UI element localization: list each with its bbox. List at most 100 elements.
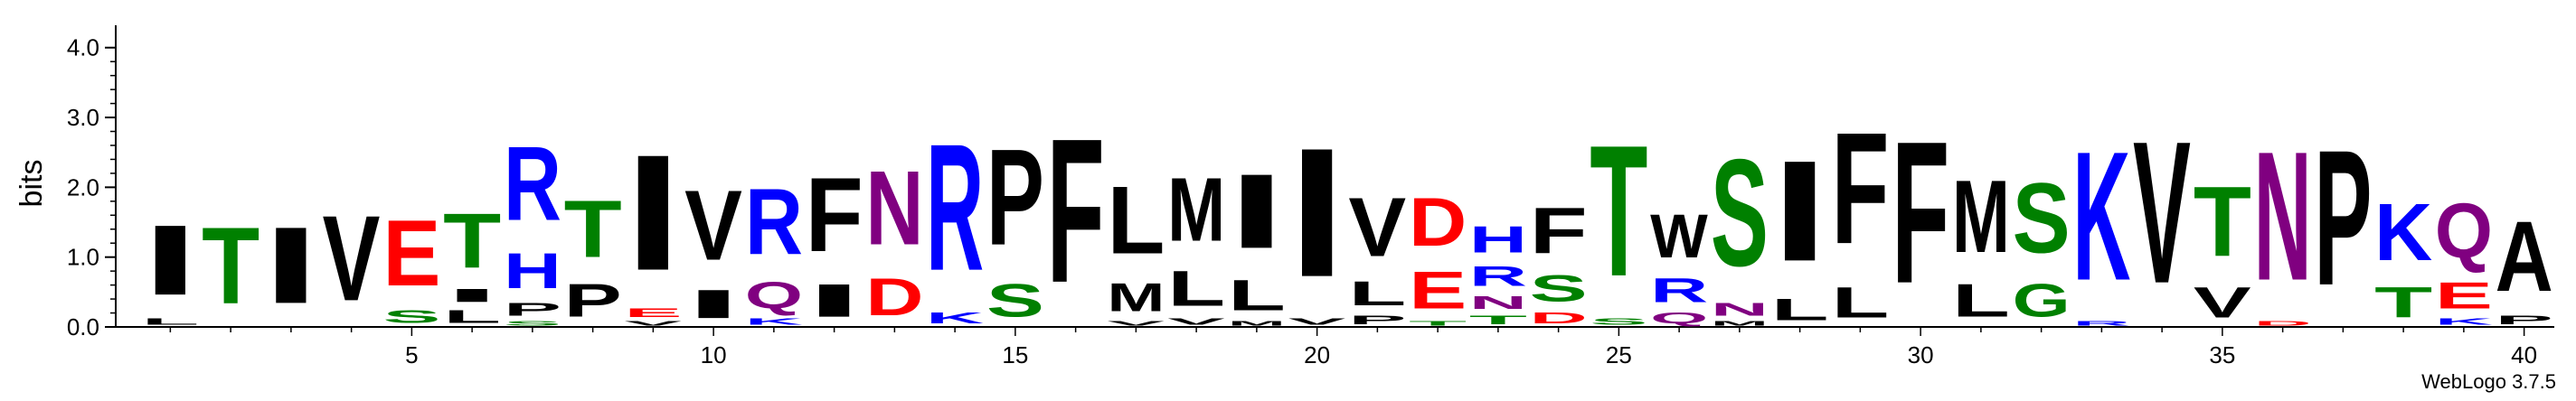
logo-letter-E: E — [624, 306, 682, 320]
x-tick-label: 35 — [2209, 341, 2235, 368]
logo-letter-L: L — [1771, 292, 1829, 327]
logo-letter-I: I — [443, 285, 501, 306]
logo-letter-I: I — [624, 121, 682, 305]
y-axis-title: bits — [14, 160, 49, 208]
logo-letter-T: T — [2374, 278, 2432, 327]
logo-letter-D: D — [1530, 310, 1588, 327]
stack-position-13: DN — [865, 150, 923, 327]
stack-position-31: LM — [1952, 159, 2010, 327]
logo-letter-W: W — [1650, 201, 1708, 271]
logo-letter-R: R — [1650, 271, 1708, 309]
logo-letter-T: T — [1469, 312, 1527, 327]
logo-letter-M: M — [1711, 320, 1769, 327]
stack-position-18: VLM — [1167, 159, 1225, 327]
stack-position-3: I — [262, 204, 320, 326]
stack-position-1: LI — [141, 205, 199, 327]
stack-position-36: DN — [2254, 115, 2312, 327]
y-tick-label: 3.0 — [67, 104, 99, 131]
logo-letter-I: I — [262, 204, 320, 326]
logo-letter-I: I — [806, 275, 863, 327]
stack-position-27: MNS — [1711, 127, 1769, 327]
logo-letter-V: V — [2194, 278, 2251, 327]
stack-position-14: KR — [926, 107, 984, 327]
logo-letter-V: V — [323, 190, 381, 326]
logo-letter-R: R — [1469, 261, 1527, 293]
logo-letter-M: M — [1107, 275, 1165, 320]
y-tick-label: 2.0 — [67, 173, 99, 200]
logo-letter-K: K — [2435, 317, 2494, 327]
stack-position-16: F — [1047, 95, 1105, 326]
stack-position-4: V — [323, 190, 381, 326]
logo-letter-E: E — [2435, 275, 2493, 316]
logo-letter-Q: Q — [1650, 310, 1708, 327]
logo-letter-V: V — [1167, 316, 1225, 327]
logo-letter-S: S — [382, 306, 440, 327]
logo-letter-R: R — [926, 107, 984, 309]
logo-letter-H: H — [504, 243, 561, 299]
stack-position-8: PT — [564, 183, 622, 327]
stack-position-30: F — [1892, 99, 1949, 326]
logo-letter-V: V — [1288, 316, 1346, 327]
logo-letter-E: E — [382, 202, 440, 306]
y-tick-label: 1.0 — [67, 244, 99, 271]
logo-letter-R: R — [2072, 320, 2130, 327]
logo-letter-M: M — [1228, 320, 1286, 327]
logo-letter-L: L — [1228, 271, 1286, 320]
stack-position-19: MLI — [1228, 152, 1286, 327]
logo-letter-K: K — [926, 310, 984, 327]
logo-letter-T: T — [1409, 320, 1467, 327]
logo-letter-Q: Q — [745, 275, 803, 316]
logo-letter-G: G — [2013, 275, 2071, 327]
logo-letter-L: L — [1348, 275, 1406, 312]
stack-position-26: QRW — [1650, 201, 1708, 327]
stack-position-40: PA — [2496, 201, 2553, 327]
stack-position-20: VI — [1288, 110, 1346, 327]
logo-letter-N: N — [865, 150, 923, 268]
logo-letter-A: A — [2496, 201, 2553, 312]
weblogo-credit: WebLogo 3.7.5 — [2421, 370, 2556, 394]
stack-position-35: VT — [2194, 166, 2251, 327]
stack-position-11: KQR — [745, 171, 804, 327]
logo-letter-I: I — [1288, 110, 1346, 316]
logo-letter-T: T — [443, 198, 501, 284]
logo-letter-V: V — [624, 320, 682, 327]
x-tick-label: 30 — [1908, 341, 1934, 368]
stack-position-5: SE — [382, 202, 440, 327]
stack-position-25: ST — [1590, 106, 1647, 327]
logo-letter-K: K — [2374, 187, 2432, 278]
logo-letter-F: F — [1892, 99, 1949, 326]
stack-position-33: RK — [2072, 115, 2130, 327]
logo-letter-I: I — [1771, 131, 1829, 291]
logo-letter-N: N — [1711, 299, 1769, 320]
logo-letter-R: R — [745, 171, 803, 275]
x-tick-label: 15 — [1002, 341, 1028, 368]
logo-letter-D: D — [2254, 320, 2312, 327]
logo-letter-N: N — [1469, 292, 1527, 312]
logo-letter-T: T — [2194, 166, 2251, 277]
logo-letter-V: V — [684, 169, 742, 281]
stack-position-22: TED — [1409, 184, 1467, 327]
stack-position-28: LI — [1771, 131, 1829, 327]
stack-position-39: KEQ — [2435, 187, 2494, 327]
logo-letter-D: D — [865, 267, 923, 327]
stack-position-29: LF — [1831, 99, 1889, 327]
logo-letter-T: T — [564, 183, 622, 274]
stack-position-9: VEI — [624, 121, 682, 327]
logo-letter-F: F — [1530, 194, 1588, 267]
logo-letter-N: N — [2254, 115, 2312, 320]
logo-letter-F: F — [1831, 99, 1889, 277]
logo-letter-P: P — [1348, 312, 1406, 326]
logo-letter-K: K — [2072, 115, 2130, 320]
logo-letter-I: I — [684, 282, 742, 327]
logo-letter-Q: Q — [2435, 187, 2493, 274]
logo-letter-I: I — [141, 205, 199, 316]
stack-position-38: TK — [2374, 187, 2432, 327]
logo-letter-P: P — [986, 120, 1044, 274]
logo-letter-L: L — [1952, 275, 2010, 327]
x-tick-label: 25 — [1606, 341, 1632, 368]
logo-letter-H: H — [1469, 219, 1527, 261]
logo-letter-V: V — [1107, 320, 1165, 327]
logo-letter-S: S — [2013, 162, 2071, 274]
stack-position-12: IF — [806, 155, 863, 327]
stack-position-6: LIT — [443, 198, 501, 327]
